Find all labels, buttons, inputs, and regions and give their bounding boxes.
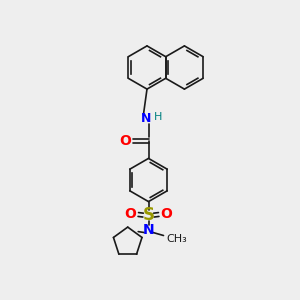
Text: O: O <box>119 134 131 148</box>
Text: O: O <box>160 208 172 221</box>
Text: CH₃: CH₃ <box>167 234 187 244</box>
Text: S: S <box>142 206 154 224</box>
Text: H: H <box>154 112 163 122</box>
Text: N: N <box>143 223 154 237</box>
Text: O: O <box>124 208 136 221</box>
Text: N: N <box>141 112 152 125</box>
